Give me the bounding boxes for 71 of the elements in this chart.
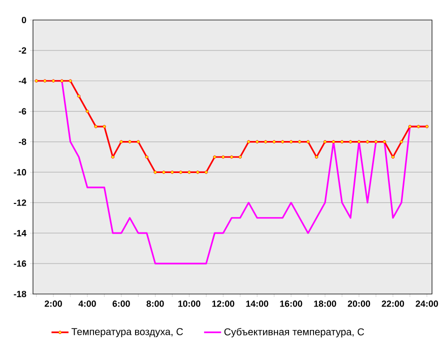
- x-tick-label: 24:00: [416, 300, 438, 307]
- point: [196, 170, 200, 174]
- x-tick-label: 18:00: [314, 300, 336, 307]
- point: [170, 170, 174, 174]
- point: [298, 140, 302, 144]
- point: [102, 124, 106, 128]
- point: [154, 170, 157, 174]
- point: [391, 155, 395, 159]
- point: [162, 170, 166, 174]
- point: [348, 140, 352, 144]
- y-tick-label: -12: [14, 200, 26, 206]
- point: [128, 140, 132, 144]
- x-tick-label: 12:00: [212, 300, 234, 307]
- point: [222, 155, 225, 159]
- point: [68, 79, 72, 83]
- point: [425, 124, 429, 128]
- x-tick-label: 14:00: [246, 300, 268, 307]
- x-tick-label: 8:00: [146, 300, 164, 307]
- point: [213, 155, 216, 159]
- y-tick-label: -2: [18, 47, 26, 54]
- x-tick-label: 6:00: [112, 300, 130, 307]
- point: [374, 140, 378, 144]
- y-tick-label: 0: [22, 16, 26, 24]
- y-tick-label: -14: [14, 230, 26, 236]
- point: [34, 79, 38, 83]
- x-tick-label: 10:00: [178, 300, 200, 307]
- point: [246, 140, 250, 144]
- point: [111, 155, 114, 159]
- point: [120, 140, 123, 144]
- point: [314, 155, 318, 159]
- x-tick-label: 4:00: [78, 300, 96, 307]
- point: [264, 140, 268, 144]
- x-tick-label: 22:00: [382, 300, 404, 307]
- x-tick-label: 2:00: [44, 300, 62, 307]
- point: [306, 140, 310, 144]
- point: [60, 79, 64, 83]
- point: [416, 124, 420, 128]
- y-tick-label: -10: [14, 169, 26, 176]
- point: [145, 155, 148, 159]
- point: [400, 140, 404, 144]
- point: [357, 140, 361, 144]
- point: [188, 170, 191, 174]
- point: [408, 124, 412, 128]
- y-tick-label: -6: [18, 108, 26, 115]
- x-tick-label: 20:00: [348, 300, 370, 307]
- point: [230, 155, 234, 159]
- point: [94, 124, 98, 128]
- point: [86, 110, 89, 113]
- point: [136, 140, 140, 144]
- point: [366, 140, 370, 144]
- x-tick-label: 16:00: [280, 300, 302, 307]
- point: [323, 140, 327, 144]
- point: [43, 79, 47, 83]
- legend-label: Субъективная температура, С: [224, 328, 364, 338]
- point: [280, 140, 284, 144]
- y-tick-label: -8: [18, 138, 26, 145]
- point: [272, 140, 276, 144]
- point: [77, 94, 80, 98]
- point: [289, 140, 293, 144]
- point: [204, 170, 208, 174]
- point: [179, 170, 182, 174]
- legend-label: Температура воздуха, С: [72, 328, 183, 338]
- y-tick-label: -16: [14, 260, 26, 267]
- point: [340, 140, 344, 144]
- y-tick-label: -18: [14, 290, 26, 298]
- point: [52, 79, 56, 83]
- point: [255, 140, 259, 144]
- point: [238, 155, 242, 159]
- point: [382, 140, 386, 144]
- point: [332, 140, 336, 144]
- y-tick-label: -4: [18, 78, 26, 84]
